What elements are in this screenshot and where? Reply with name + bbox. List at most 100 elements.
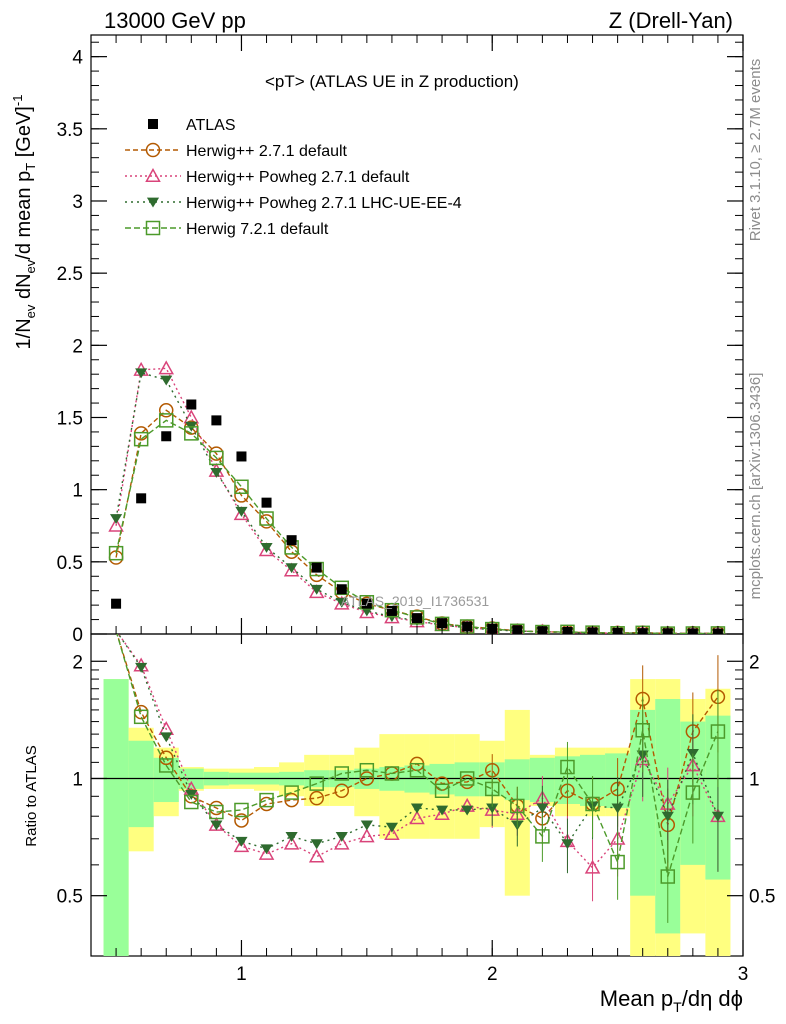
data-point: [437, 618, 448, 629]
ratio-point: [210, 820, 223, 831]
header-right: Z (Drell-Yan): [609, 8, 733, 33]
ratio-tick-label-left: 0.5: [57, 887, 83, 908]
ratio-point: [185, 790, 198, 800]
series-point: [234, 488, 249, 503]
y-tick-label: 4: [72, 48, 83, 69]
ratio-point: [135, 662, 148, 673]
series-point: [133, 431, 149, 447]
series-point: [285, 563, 298, 574]
y-tick-label: 1: [72, 481, 83, 502]
ratio-point: [660, 869, 676, 884]
ratio-point: [434, 783, 450, 799]
series-point: [135, 368, 148, 379]
ratio-point: [410, 803, 424, 814]
band-green: [128, 740, 154, 828]
ratio-point: [334, 783, 350, 799]
ratio-plot-layer: [91, 634, 743, 923]
legend-entry: Herwig++ 2.7.1 default: [125, 142, 348, 160]
ratio-point: [461, 805, 474, 816]
data-point: [211, 415, 222, 426]
y-tick-label: 1.5: [57, 408, 83, 429]
data-point: [336, 584, 347, 595]
data-point: [236, 451, 247, 462]
ratio-line: [116, 634, 719, 877]
series-point: [109, 514, 123, 525]
ratio-point: [158, 750, 174, 766]
ratio-point: [160, 732, 173, 743]
ratio-point: [235, 836, 248, 847]
series-point: [510, 623, 525, 634]
ratio-tick-label-right: 2: [749, 652, 760, 673]
series-point: [283, 562, 300, 577]
ratio-point: [234, 813, 249, 828]
series-point: [334, 580, 350, 596]
series-point: [160, 375, 173, 386]
ratio-point: [434, 806, 450, 821]
ratio-point: [310, 839, 323, 850]
ratio-point: [308, 848, 325, 863]
ratio-point: [133, 709, 149, 725]
ratio-point: [309, 790, 324, 806]
ratio-tick-label-left: 1: [72, 769, 83, 790]
ratio-point: [158, 758, 174, 773]
band-green: [454, 762, 480, 797]
ratio-point: [359, 771, 375, 786]
legend-entry: Herwig 7.2.1 default: [125, 220, 329, 238]
y-tick-label: 2: [72, 336, 83, 357]
series-point: [158, 360, 175, 375]
ratio-point: [385, 822, 399, 833]
ratio-point: [561, 839, 574, 850]
ratio-point: [259, 792, 274, 808]
ratio-point: [584, 859, 601, 874]
ratio-point: [283, 835, 300, 850]
data-point: [161, 431, 172, 442]
y-axis-label: 1/Nev dNev/d mean pT [GeV]-1: [10, 95, 38, 350]
ratio-point: [359, 828, 375, 843]
band-green: [429, 763, 455, 795]
legend-marker: [145, 142, 161, 158]
legend-marker: [145, 167, 161, 182]
ratio-point: [260, 844, 273, 855]
series-point: [184, 426, 199, 441]
ratio-point: [335, 831, 348, 842]
y-tick-label: 0.5: [57, 553, 83, 574]
ratio-point: [360, 820, 373, 831]
ratio-point: [209, 804, 224, 820]
legend-label: Herwig++ Powheg 2.7.1 default: [186, 169, 410, 186]
ratio-point: [285, 831, 298, 842]
header-left: 13000 GeV pp: [104, 8, 246, 33]
x-tick-label: 3: [738, 964, 749, 985]
series-point: [384, 602, 400, 618]
legend-marker: [146, 197, 160, 208]
ratio-point: [133, 704, 149, 720]
ratio-point: [184, 794, 199, 810]
axes-layer: 0 0.5 1 1.5 2 2.5 3 3.5 4 1 2 3 0.5 0.5 1 1 2 2: [57, 35, 775, 985]
series-point: [108, 517, 124, 532]
series-point: [235, 506, 248, 517]
legend-entry: ATLAS: [148, 117, 236, 134]
ratio-point: [435, 805, 449, 816]
data-point: [136, 493, 147, 504]
y-tick-label: 3: [72, 192, 83, 213]
ratio-point: [635, 723, 650, 738]
ratio-point: [284, 785, 299, 800]
series-point: [560, 624, 575, 634]
series-point: [335, 597, 348, 608]
ratio-point: [409, 762, 425, 778]
legend-marker: [148, 119, 158, 129]
y-tick-label: 3.5: [57, 120, 83, 141]
series-point: [210, 467, 223, 478]
data-point: [311, 562, 322, 573]
series-point: [158, 413, 174, 428]
ratio-tick-label-left: 2: [72, 652, 83, 673]
ratio-point: [359, 762, 375, 778]
legend-entry: Herwig++ Powheg 2.7.1 LHC-UE-EE-4: [125, 195, 462, 212]
chart-title: <pT> (ATLAS UE in Z production): [265, 72, 519, 91]
series-point: [233, 506, 250, 521]
ratio-point: [459, 771, 475, 786]
legend-label: ATLAS: [186, 117, 236, 134]
band-green: [103, 679, 129, 956]
ratio-point: [536, 803, 549, 814]
ratio-point: [585, 796, 600, 812]
